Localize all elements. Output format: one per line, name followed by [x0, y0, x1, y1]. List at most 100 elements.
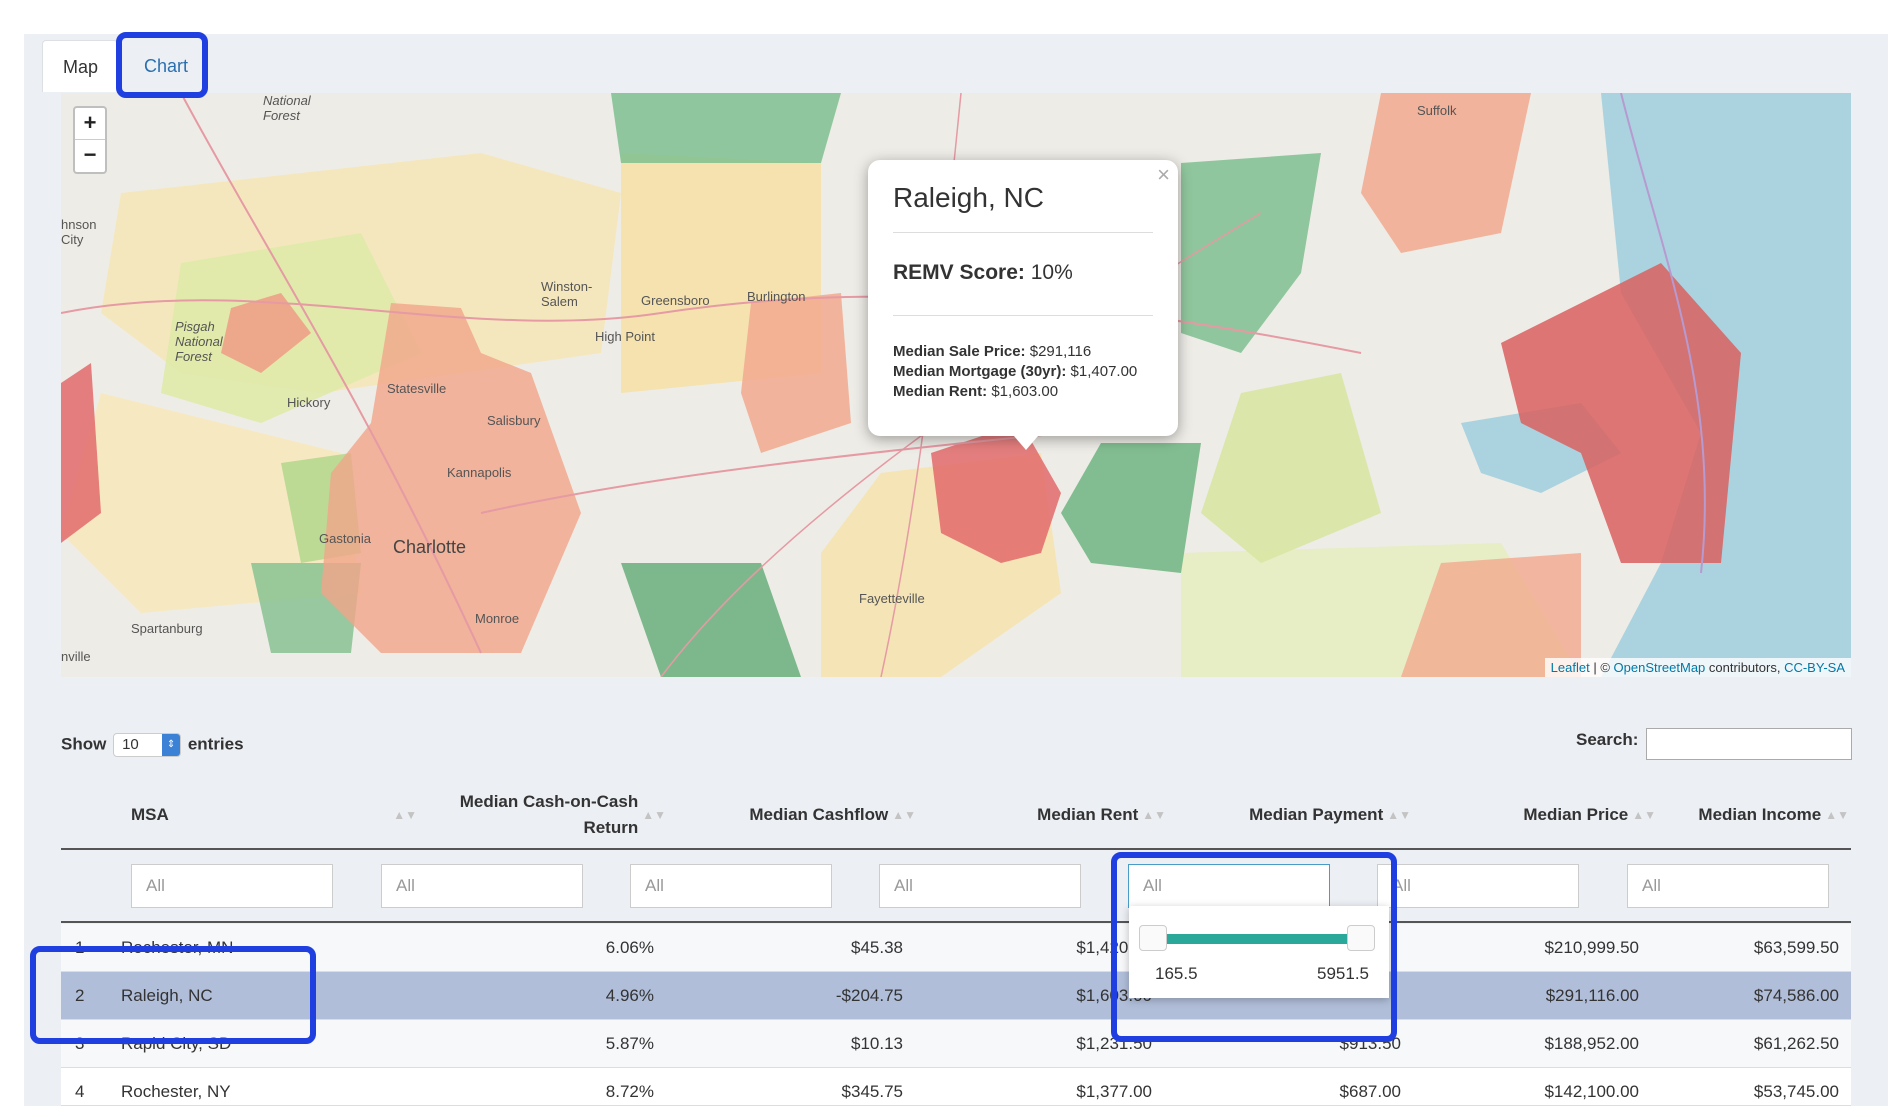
tab-chart[interactable]: Chart: [144, 56, 189, 76]
column-header-msa[interactable]: MSA ▲▼: [131, 780, 417, 850]
table-row-selected[interactable]: 2 Raleigh, NC 4.96% -$204.75 $1,603.00 $…: [61, 972, 1851, 1020]
sale-price-value: $291,116: [1029, 343, 1092, 360]
entries-value: 10: [122, 736, 139, 753]
map-label: Monroe: [475, 611, 520, 626]
row-income: $63,599.50: [1753, 938, 1839, 957]
table-row[interactable]: 3 Rapid City, SD 5.87% $10.13 $1,231.50 …: [61, 1020, 1851, 1068]
table-row[interactable]: 4 Rochester, NY 8.72% $345.75 $1,377.00 …: [61, 1068, 1851, 1106]
row-cashflow: -$204.75: [835, 986, 903, 1005]
row-msa: Rochester, NY: [121, 1082, 231, 1101]
license-link[interactable]: CC-BY-SA: [1784, 660, 1845, 675]
entries-select[interactable]: 10 ⇕: [113, 733, 182, 757]
slider-max-handle[interactable]: [1347, 925, 1375, 951]
filter-payment-input[interactable]: All: [1128, 864, 1330, 908]
select-arrows-icon: ⇕: [162, 734, 181, 756]
mortgage-label: Median Mortgage (30yr):: [893, 363, 1067, 380]
row-number: 4: [75, 1082, 85, 1101]
row-msa: Raleigh, NC: [121, 986, 213, 1005]
zoom-out-button[interactable]: −: [83, 142, 97, 167]
slider-max-value: 5951.5: [1317, 964, 1369, 983]
entries-label: entries: [187, 734, 244, 754]
rent-label: Median Rent:: [893, 383, 988, 400]
zoom-in-button[interactable]: +: [75, 108, 105, 140]
map-label: hnson City: [61, 217, 97, 247]
table-row[interactable]: 1 Rochester, MN 6.06% $45.38 $1,420.50 $…: [61, 924, 1851, 972]
map-label: Greensboro: [641, 293, 710, 308]
tab-map[interactable]: Map: [42, 40, 118, 92]
search-input[interactable]: [1646, 728, 1852, 760]
column-header-coc[interactable]: Median Cash-on-Cash Return ▲▼: [441, 780, 666, 850]
filter-msa-input[interactable]: All: [131, 864, 333, 908]
column-header-cashflow[interactable]: Median Cashflow ▲▼: [691, 780, 916, 850]
map-popup: × Raleigh, NC REMV Score: 10% Median Sal…: [868, 160, 1178, 450]
row-income: $53,745.00: [1753, 1082, 1839, 1101]
column-header-income[interactable]: Median Income ▲▼: [1621, 780, 1849, 850]
row-price: $142,100.00: [1544, 1082, 1639, 1101]
rent-value: $1,603.00: [991, 383, 1059, 400]
map-label: Hickory: [287, 395, 331, 410]
row-cashflow: $10.13: [851, 1034, 903, 1053]
column-label: Median Rent: [1037, 805, 1139, 824]
row-cashflow: $345.75: [841, 1082, 903, 1101]
row-coc: 4.96%: [605, 986, 654, 1005]
row-cashflow: $45.38: [851, 938, 903, 957]
map-label: Pisgah National Forest: [175, 319, 223, 364]
column-label: Median Cash-on-Cash Return: [459, 792, 639, 837]
row-price: $210,999.50: [1544, 938, 1639, 957]
filter-rent-input[interactable]: All: [879, 864, 1081, 908]
sort-icon: ▲▼: [1142, 808, 1166, 822]
popup-details: Median Sale Price: $291,116 Median Mortg…: [893, 342, 1153, 402]
row-price: $188,952.00: [1544, 1034, 1639, 1053]
table-header: MSA ▲▼ Median Cash-on-Cash Return ▲▼ Media…: [61, 780, 1851, 850]
sort-icon: ▲▼: [892, 808, 916, 822]
popup-close-button[interactable]: ×: [1157, 162, 1170, 187]
slider-min-handle[interactable]: [1139, 925, 1167, 951]
sort-icon: ▲▼: [393, 808, 417, 822]
sort-icon: ▲▼: [642, 808, 666, 822]
filter-income-input[interactable]: All: [1627, 864, 1829, 908]
filter-cashflow-input[interactable]: All: [630, 864, 832, 908]
map-attribution: Leaflet | © OpenStreetMap contributors, …: [1544, 658, 1851, 677]
popup-sale-price: Median Sale Price: $291,116: [893, 342, 1153, 362]
map-label: National Forest: [263, 93, 311, 123]
row-payment: $687.00: [1339, 1082, 1401, 1101]
row-rent: $1,377.00: [1076, 1082, 1152, 1101]
popup-score: REMV Score: 10%: [893, 261, 1153, 316]
slider-track[interactable]: [1145, 934, 1367, 944]
map-label: Charlotte: [393, 537, 467, 557]
row-coc: 5.87%: [605, 1034, 654, 1053]
column-label: Median Price: [1523, 805, 1629, 824]
column-filters: All All All All All All All: [61, 850, 1851, 923]
row-coc: 6.06%: [605, 938, 654, 957]
filter-price-input[interactable]: All: [1377, 864, 1579, 908]
osm-link[interactable]: OpenStreetMap: [1613, 660, 1706, 675]
leaflet-link[interactable]: Leaflet: [1550, 660, 1590, 675]
zoom-control: + −: [73, 106, 107, 174]
sale-price-label: Median Sale Price:: [893, 343, 1026, 360]
popup-rent: Median Rent: $1,603.00: [893, 382, 1153, 402]
sort-icon: ▲▼: [1825, 808, 1849, 822]
column-label: Median Payment: [1249, 805, 1384, 824]
filter-coc-input[interactable]: All: [381, 864, 583, 908]
map-label: Suffolk: [1417, 103, 1457, 118]
column-label: Median Cashflow: [749, 805, 889, 824]
map-label: Salisbury: [487, 413, 541, 428]
column-header-price[interactable]: Median Price ▲▼: [1431, 780, 1656, 850]
column-label: MSA: [131, 805, 169, 824]
column-label: Median Income: [1698, 805, 1822, 824]
column-header-payment[interactable]: Median Payment ▲▼: [1186, 780, 1411, 850]
column-header-rent[interactable]: Median Rent ▲▼: [941, 780, 1166, 850]
search-label: Search:: [1576, 730, 1639, 749]
map-label: Spartanburg: [131, 621, 203, 636]
show-label: Show: [61, 734, 107, 754]
map-label: Kannapolis: [447, 465, 512, 480]
table-search: Search:: [1576, 728, 1852, 760]
map-label: Gastonia: [319, 531, 372, 546]
sort-icon: ▲▼: [1387, 808, 1411, 822]
attribution-separator: | ©: [1589, 660, 1614, 675]
attribution-text: contributors,: [1705, 660, 1785, 675]
entries-length-control: Show 10 ⇕ entries: [61, 733, 244, 757]
popup-mortgage: Median Mortgage (30yr): $1,407.00: [893, 362, 1153, 382]
payment-range-slider: 165.5 5951.5: [1129, 906, 1389, 998]
mortgage-value: $1,407.00: [1070, 363, 1138, 380]
